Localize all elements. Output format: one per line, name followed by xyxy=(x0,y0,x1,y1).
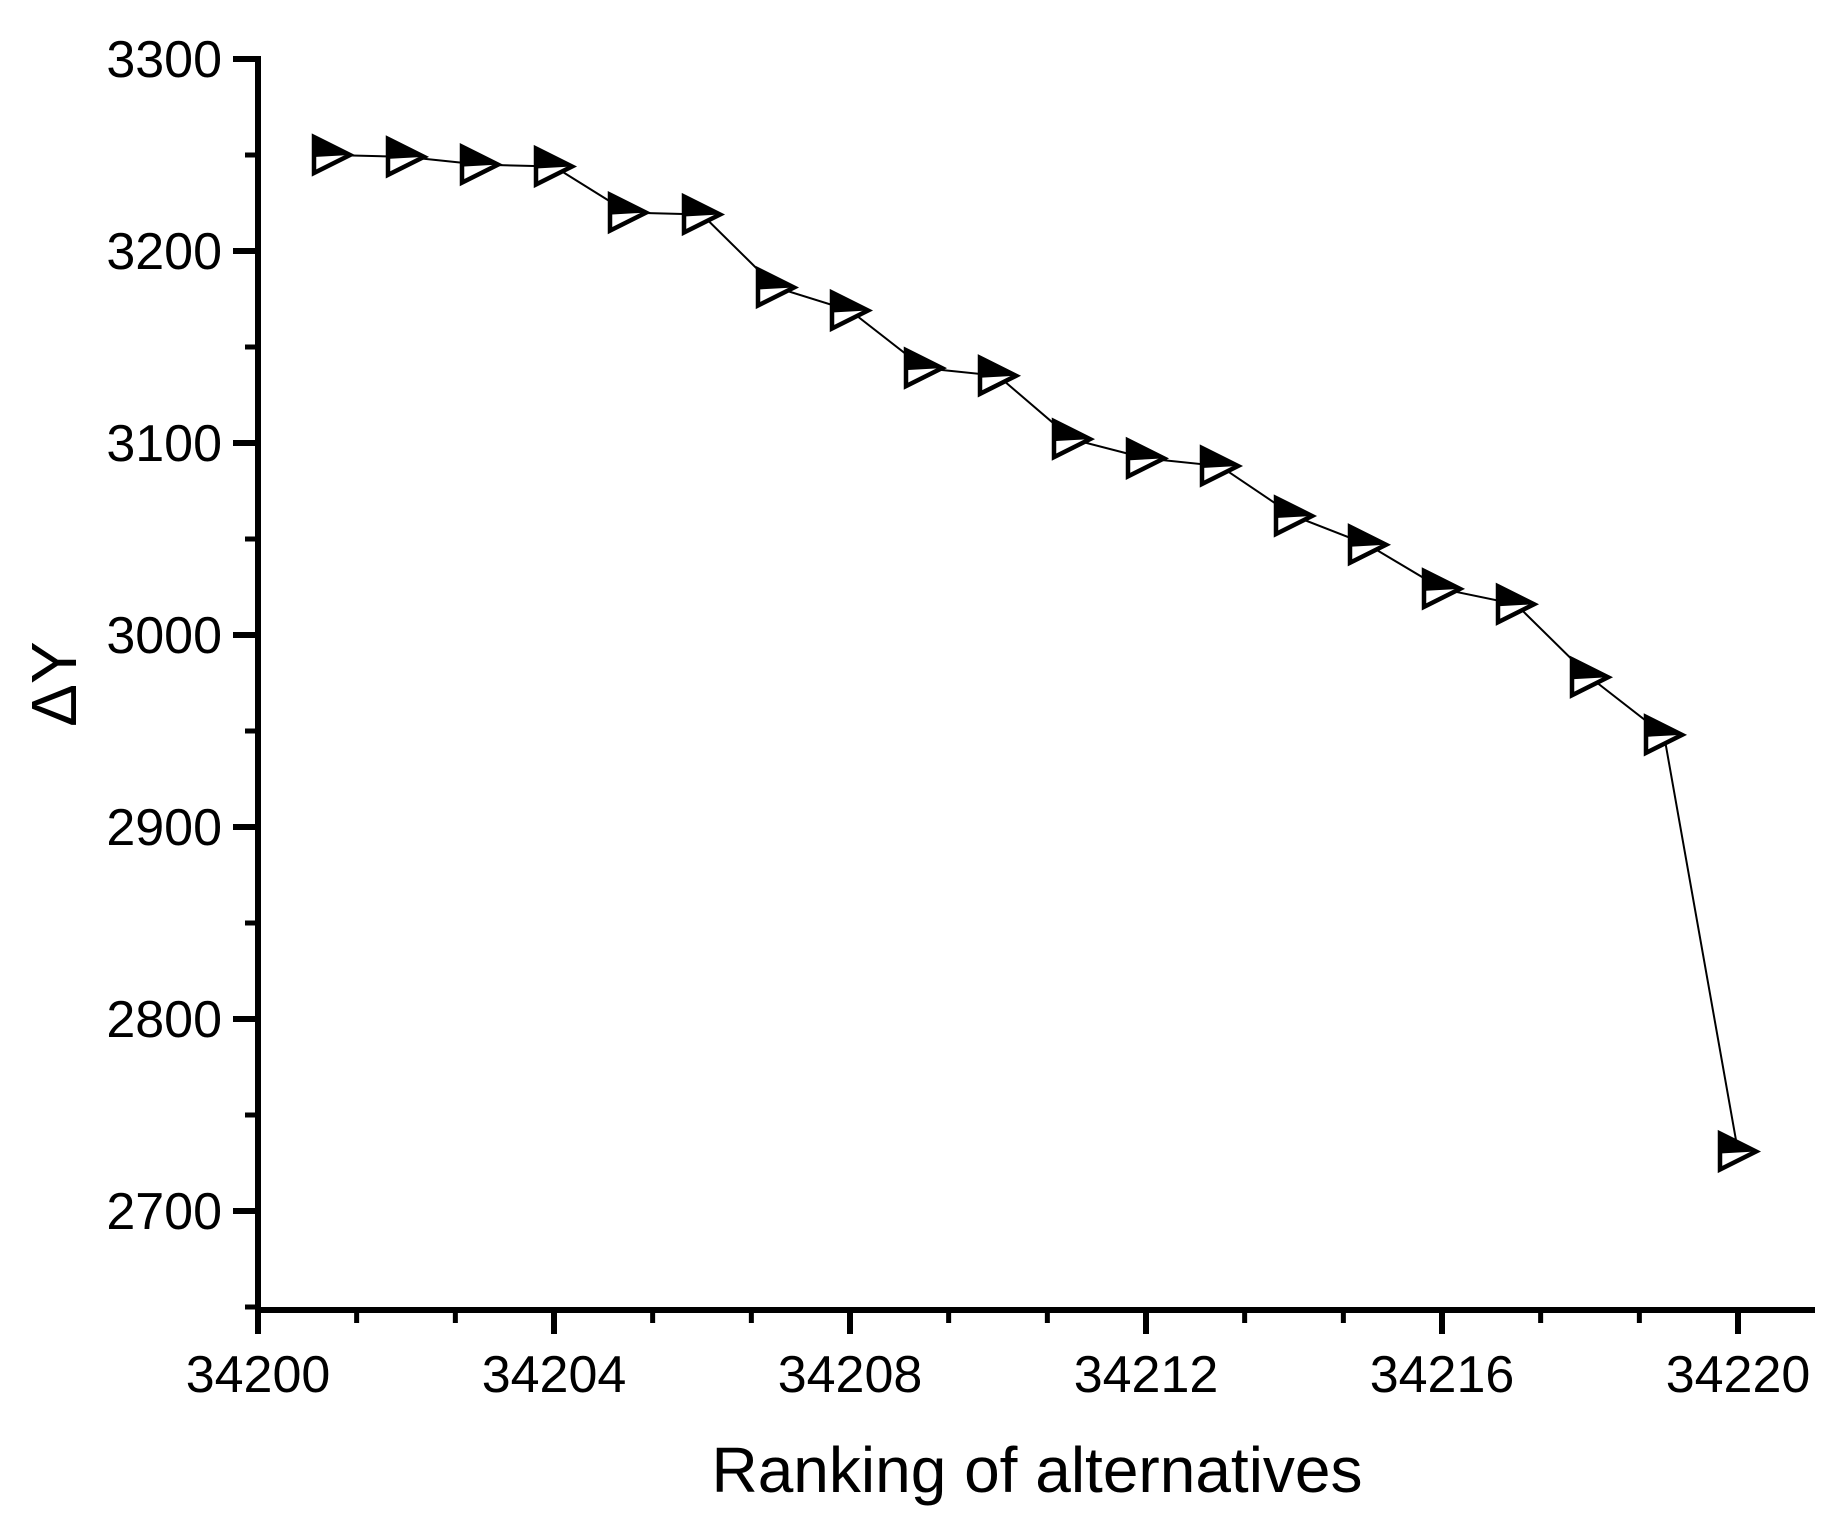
marker-top-half-fill xyxy=(1202,448,1238,469)
data-point-marker xyxy=(1421,567,1466,611)
data-point-marker xyxy=(1569,655,1614,699)
y-tick-label: 2900 xyxy=(106,799,222,857)
y-axis-tick-labels: 3300 3200 3100 3000 2900 2800 2700 xyxy=(106,31,222,1241)
data-point-marker xyxy=(607,190,652,235)
y-axis-title: ΔY xyxy=(18,641,90,726)
data-point-marker xyxy=(1273,494,1318,538)
y-tick-label: 3000 xyxy=(106,607,222,665)
marker-top-half-fill xyxy=(1646,716,1682,737)
marker-top-half-fill xyxy=(1128,440,1164,461)
x-tick-label: 34208 xyxy=(778,1346,923,1404)
x-axis-ticks xyxy=(255,1310,1741,1334)
marker-top-half-fill xyxy=(1424,570,1460,591)
data-series xyxy=(311,133,1762,1174)
data-point-marker xyxy=(1643,713,1688,757)
y-tick-label: 2700 xyxy=(106,1183,222,1241)
marker-top-half-fill xyxy=(980,357,1016,378)
x-axis-title: Ranking of alternatives xyxy=(711,1434,1362,1506)
marker-top-half-fill xyxy=(1350,526,1386,547)
data-point-marker xyxy=(1125,436,1170,481)
data-point-marker xyxy=(1495,582,1540,626)
marker-top-half-fill xyxy=(388,138,424,159)
x-tick-label: 34200 xyxy=(186,1346,331,1404)
series-line xyxy=(331,154,1739,1152)
data-point-marker xyxy=(1347,523,1392,567)
data-point-marker xyxy=(459,142,504,187)
series-markers xyxy=(311,133,1762,1174)
y-tick-label: 3200 xyxy=(106,223,222,281)
marker-top-half-fill xyxy=(1720,1133,1756,1154)
x-tick-label: 34212 xyxy=(1074,1346,1219,1404)
data-point-marker xyxy=(385,135,430,179)
data-point-marker xyxy=(903,346,948,390)
x-tick-label: 34216 xyxy=(1370,1346,1515,1404)
y-tick-label: 3100 xyxy=(106,415,222,473)
marker-top-half-fill xyxy=(1054,421,1090,442)
marker-top-half-fill xyxy=(1276,497,1312,518)
data-point-marker xyxy=(1717,1129,1762,1174)
x-tick-label: 34204 xyxy=(482,1346,627,1404)
marker-top-half-fill xyxy=(462,146,498,167)
y-axis-ticks xyxy=(233,56,258,1310)
data-point-marker xyxy=(681,192,726,237)
y-tick-label: 3300 xyxy=(106,31,222,89)
data-point-marker xyxy=(829,288,874,333)
marker-top-half-fill xyxy=(906,350,942,371)
x-axis-tick-labels: 34200 34204 34208 34212 34216 34220 xyxy=(186,1346,1811,1404)
marker-top-half-fill xyxy=(1572,659,1608,680)
marker-top-half-fill xyxy=(536,148,572,169)
data-point-marker xyxy=(311,133,356,177)
marker-top-half-fill xyxy=(610,194,646,215)
y-tick-label: 2800 xyxy=(106,991,222,1049)
marker-top-half-fill xyxy=(314,137,350,157)
marker-top-half-fill xyxy=(684,196,720,217)
data-point-marker xyxy=(1199,444,1244,488)
x-axis: 34200 34204 34208 34212 34216 34220 xyxy=(186,1307,1815,1404)
marker-top-half-fill xyxy=(832,292,868,313)
marker-top-half-fill xyxy=(1498,586,1534,607)
marker-top-half-fill xyxy=(758,269,794,290)
x-tick-label: 34220 xyxy=(1666,1346,1811,1404)
data-point-marker xyxy=(1051,417,1096,461)
data-point-marker xyxy=(977,354,1022,398)
data-point-marker xyxy=(755,265,800,310)
data-point-marker xyxy=(533,144,578,189)
y-axis: 3300 3200 3100 3000 2900 2800 2700 xyxy=(106,31,261,1313)
